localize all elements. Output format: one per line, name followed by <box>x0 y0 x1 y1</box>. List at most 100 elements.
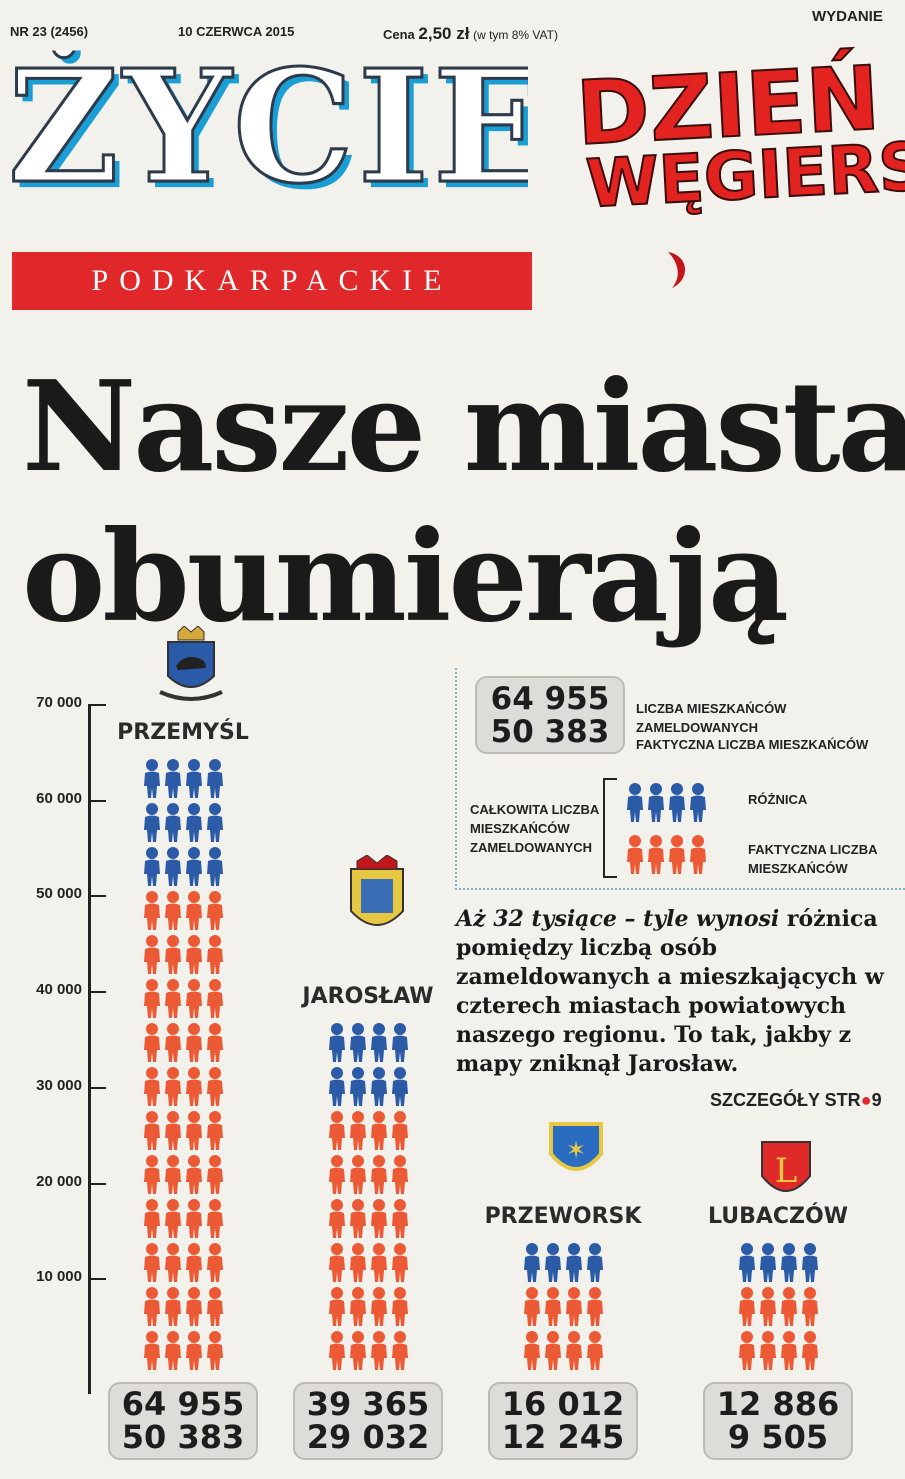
actual-figure-row <box>138 978 228 1018</box>
callout-lead: Aż 32 tysiące – tyle wynosi <box>456 906 780 932</box>
actual-figure-row <box>138 890 228 930</box>
legend-actual-row <box>625 834 708 874</box>
registered-figure-row <box>138 802 228 842</box>
actual-value: 12 245 <box>501 1418 625 1456</box>
legend-actual-line-2: MIESZKAŃCÓW <box>748 861 848 876</box>
actual-figure-row <box>138 1286 228 1326</box>
registered-value: 39 365 <box>306 1385 430 1423</box>
registered-figure-row <box>138 758 228 798</box>
city-name: JAROSŁAW <box>302 984 434 1009</box>
registered-value: 12 886 <box>716 1385 840 1423</box>
legend-actual-figures <box>625 834 708 874</box>
legend-frame <box>455 668 905 890</box>
przeworsk-crest-icon: ✶ <box>549 1122 603 1171</box>
price-value: 2,50 zł <box>418 24 470 43</box>
actual-figure-row <box>323 1198 413 1238</box>
masthead-subtitle: PODKARPACKIE <box>12 252 532 310</box>
y-tick-label: 30 000 <box>36 1076 82 1094</box>
callout-text: Aż 32 tysiące – tyle wynosi różnica pomi… <box>456 905 896 1079</box>
masthead-title: ŻYCIE <box>8 50 528 204</box>
actual-figure-row <box>518 1330 608 1370</box>
actual-figure-row <box>138 1066 228 1106</box>
legend-actual-line-1: FAKTYCZNA LICZBA <box>748 842 878 857</box>
actual-figure-row <box>323 1330 413 1370</box>
figure-stack-1 <box>323 1022 413 1370</box>
details-reference: SZCZEGÓŁY STR●9 <box>710 1090 882 1111</box>
headline: Nasze miasta obumierają <box>22 352 905 652</box>
price-line: Cena 2,50 zł (w tym 8% VAT) <box>383 24 558 44</box>
legend-registered-row <box>625 782 708 822</box>
actual-figure-row <box>138 1154 228 1194</box>
actual-figure-row <box>733 1330 823 1370</box>
legend-actual-label: FAKTYCZNA LICZBA MIESZKAŃCÓW <box>636 737 869 752</box>
przemysl-crest-icon <box>159 626 223 701</box>
actual-figure-row <box>323 1154 413 1194</box>
lubaczow-crest-icon: L <box>761 1141 811 1192</box>
actual-figure-row <box>518 1286 608 1326</box>
actual-figure-row <box>138 1198 228 1238</box>
issue-number: NR 23 (2456) <box>10 24 89 39</box>
actual-figure-row <box>323 1110 413 1150</box>
legend-difference-label: RÓŻNICA <box>748 792 808 807</box>
svg-text:L: L <box>775 1151 798 1191</box>
city-name: PRZEWORSK <box>484 1204 642 1229</box>
figure-stack-3 <box>733 1242 823 1370</box>
legend-sample-numbers: 64 955 50 383 <box>475 676 625 754</box>
svg-text:✶: ✶ <box>566 1136 586 1164</box>
promo-line-2: WĘGIERSKI <box>583 123 905 224</box>
actual-figure-row <box>323 1286 413 1326</box>
registered-value: 64 955 <box>121 1385 245 1423</box>
y-tick <box>88 704 106 706</box>
actual-value: 29 032 <box>306 1418 430 1456</box>
city-name: PRZEMYŚL <box>117 720 249 745</box>
legend-registered-label: LICZBA MIESZKAŃCÓW ZAMELDOWANYCH <box>636 701 787 735</box>
pepper-icon <box>668 252 686 288</box>
promo-badge: DZIEŃ WĘGIERSKI <box>573 45 905 224</box>
registered-figure-row <box>733 1242 823 1282</box>
actual-figure-row <box>733 1286 823 1326</box>
y-tick <box>88 895 106 898</box>
legend-total-label: CAŁKOWITA LICZBA MIESZKAŃCÓW ZAMELDOWANY… <box>470 800 599 857</box>
y-tick <box>88 1086 106 1089</box>
legend-actual-label-2: FAKTYCZNA LICZBA MIESZKAŃCÓW <box>748 840 878 878</box>
y-tick-label: 70 000 <box>36 694 82 711</box>
registered-figure-row <box>323 1066 413 1106</box>
actual-value: 50 383 <box>121 1418 245 1456</box>
y-tick-label: 40 000 <box>36 981 82 999</box>
y-tick-label: 60 000 <box>36 789 82 807</box>
price-prefix: Cena <box>383 27 415 42</box>
registered-figure-row <box>323 1022 413 1062</box>
y-tick <box>88 1182 106 1185</box>
legend-total-line-3: ZAMELDOWANYCH <box>470 840 593 855</box>
y-tick-label: 50 000 <box>36 885 82 903</box>
y-axis <box>88 704 91 1394</box>
legend-bracket <box>603 778 617 878</box>
registered-value: 16 012 <box>501 1385 625 1423</box>
city-name: LUBACZÓW <box>708 1204 848 1229</box>
legend-registered-figures <box>625 782 708 822</box>
actual-figure-row <box>138 934 228 974</box>
actual-figure-row <box>138 1110 228 1150</box>
headline-line-1: Nasze miasta <box>22 354 905 500</box>
actual-figure-row <box>138 1330 228 1370</box>
y-tick-label: 10 000 <box>36 1268 82 1286</box>
details-dot-icon: ● <box>860 1090 872 1110</box>
city-values: 64 955 50 383 <box>108 1382 258 1460</box>
price-vat: (w tym 8% VAT) <box>473 28 558 42</box>
jaroslaw-crest-icon <box>350 855 404 926</box>
registered-figure-row <box>138 846 228 886</box>
legend-sample-registered: 64 955 <box>490 681 610 717</box>
details-text: SZCZEGÓŁY STR <box>710 1090 861 1110</box>
figure-stack-2 <box>518 1242 608 1370</box>
city-values: 16 012 12 245 <box>488 1382 638 1460</box>
y-tick <box>88 1278 106 1281</box>
city-values: 39 365 29 032 <box>293 1382 443 1460</box>
edition-label: WYDANIE <box>812 8 883 25</box>
actual-value: 9 505 <box>727 1418 829 1456</box>
callout-body: różnica pomiędzy liczbą osób zameldowany… <box>456 906 884 1077</box>
legend-sample-actual: 50 383 <box>490 714 610 750</box>
legend-total-line-2: MIESZKAŃCÓW <box>470 821 570 836</box>
headline-line-2: obumierają <box>22 504 789 650</box>
issue-date: 10 CZERWCA 2015 <box>178 24 295 39</box>
figure-stack-0 <box>138 758 228 1370</box>
